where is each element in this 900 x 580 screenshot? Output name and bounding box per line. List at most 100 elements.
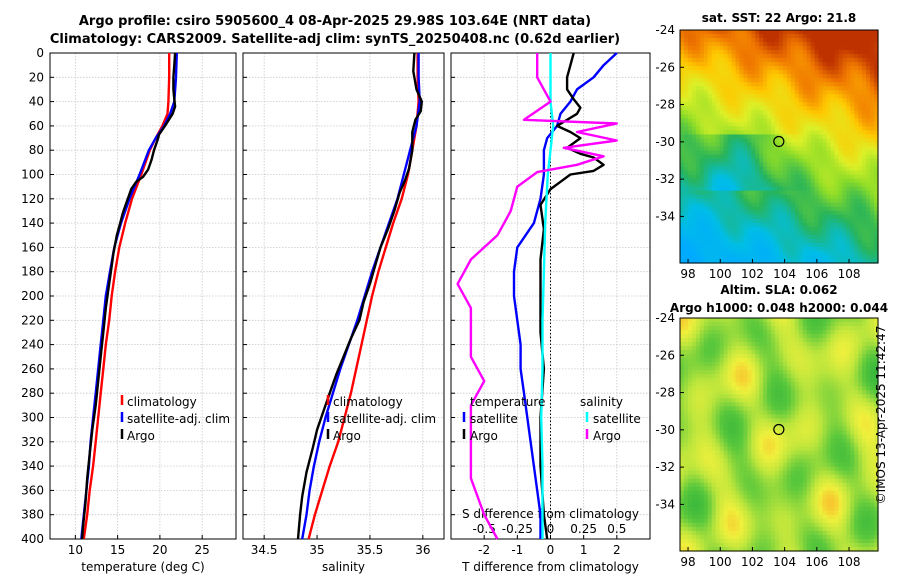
map-cell	[703, 62, 709, 67]
map-cell	[751, 334, 756, 339]
map-cell	[703, 398, 709, 403]
map-cell	[719, 338, 725, 343]
map-cell	[858, 418, 863, 424]
map-cell	[794, 458, 800, 464]
map-cell	[834, 166, 839, 172]
map-cell	[735, 182, 740, 188]
map-cell	[838, 126, 843, 132]
map-cell	[779, 106, 784, 111]
map-cell	[846, 58, 851, 63]
map-cell	[771, 386, 776, 391]
map-cell	[826, 222, 832, 228]
map-cell	[798, 458, 804, 464]
map-cell	[874, 230, 879, 236]
map-cell	[771, 222, 776, 228]
map-cell	[850, 438, 855, 444]
map-cell	[680, 230, 685, 236]
map-cell	[743, 42, 748, 47]
map-cell	[830, 326, 836, 331]
map-cell	[719, 318, 725, 323]
map-cell	[699, 382, 705, 387]
map-cell	[687, 242, 693, 248]
map-cell	[687, 382, 693, 387]
map-cell	[727, 434, 733, 440]
map-cell	[822, 154, 828, 160]
map-cell	[779, 450, 784, 456]
map-cell	[755, 214, 760, 220]
map-cell	[707, 430, 713, 436]
map-cell	[854, 178, 859, 184]
map-cell	[743, 242, 748, 248]
map-cell	[814, 206, 820, 212]
map-cell	[806, 426, 812, 432]
map-cell	[763, 50, 768, 55]
map-cell	[751, 446, 756, 452]
map-cell	[806, 222, 812, 228]
map-cell	[802, 354, 808, 359]
map-cell	[743, 210, 748, 216]
map-cell	[759, 434, 764, 440]
map-cell	[798, 254, 804, 260]
map-cell	[703, 186, 709, 192]
map-cell	[759, 118, 764, 123]
map-cell	[715, 30, 721, 35]
map-cell	[779, 154, 784, 160]
map-cell	[782, 334, 788, 339]
map-cell	[822, 42, 828, 47]
map-cell	[794, 58, 800, 63]
map-cell	[782, 122, 788, 128]
map-cell	[790, 34, 796, 39]
map-cell	[779, 62, 784, 67]
map-cell	[814, 414, 820, 420]
map-cell	[699, 386, 705, 391]
map-cell	[850, 82, 855, 87]
map-cell	[691, 82, 697, 87]
map-cell	[707, 354, 713, 359]
map-cell	[822, 66, 828, 71]
map-cell	[822, 330, 828, 335]
map-cell	[842, 390, 847, 395]
map-cell	[862, 394, 867, 399]
map-cell	[739, 54, 744, 59]
map-cell	[719, 206, 725, 212]
map-cell	[782, 250, 788, 256]
map-cell	[866, 146, 871, 152]
map-cell	[782, 406, 788, 411]
map-cell	[826, 134, 832, 140]
map-cell	[751, 218, 756, 224]
map-cell	[798, 210, 804, 216]
map-cell	[687, 230, 693, 236]
map-cell	[838, 442, 843, 448]
map-cell	[739, 318, 744, 323]
map-cell	[818, 206, 824, 212]
map-cell	[723, 74, 729, 79]
map-cell	[759, 150, 764, 156]
map-cell	[727, 210, 733, 216]
map-cell	[727, 70, 733, 75]
map-cell	[751, 366, 756, 371]
map-cell	[846, 386, 851, 391]
map-cell	[735, 30, 740, 35]
map-cell	[727, 214, 733, 220]
map-cell	[775, 94, 780, 99]
map-cell	[715, 446, 721, 452]
map-cell	[838, 250, 843, 256]
map-cell	[680, 422, 685, 428]
map-cell	[786, 38, 792, 43]
map-cell	[687, 126, 693, 132]
map-cell	[683, 454, 689, 460]
map-cell	[814, 86, 820, 91]
map-cell	[870, 398, 875, 403]
map-cell	[798, 198, 804, 204]
map-cell	[810, 390, 816, 395]
map-cell	[834, 190, 839, 196]
map-cell	[683, 234, 689, 240]
map-cell	[810, 386, 816, 391]
map-cell	[798, 154, 804, 160]
map-cell	[695, 258, 701, 264]
map-cell	[719, 334, 725, 339]
map-cell	[691, 358, 697, 363]
map-cell	[719, 118, 725, 123]
map-cell	[743, 206, 748, 212]
map-cell	[862, 234, 867, 240]
